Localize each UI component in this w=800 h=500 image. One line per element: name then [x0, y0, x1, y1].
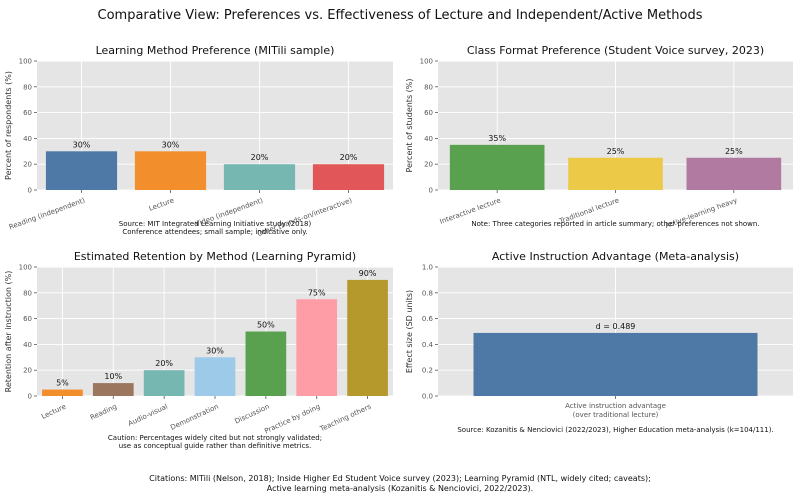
chart-pref-y-tick-label: 60 — [23, 109, 32, 117]
chart-retention-value-label: 20% — [155, 359, 173, 368]
chart-pref-bar — [134, 151, 207, 190]
chart-retention-bar — [92, 383, 134, 396]
chart-meta-y-tick-label: 0.4 — [422, 341, 434, 349]
chart-meta-y-tick-label: 0.0 — [422, 393, 433, 401]
citations-line-2: Active learning meta-analysis (Kozanitis… — [266, 484, 534, 493]
chart-format-y-tick-label: 60 — [424, 109, 433, 117]
chart-meta-y-axis-label: Effect size (SD units) — [405, 290, 414, 373]
citations-line-1: Citations: MITili (Nelson, 2018); Inside… — [149, 474, 651, 483]
chart-pref-note: Conference attendees; small sample; indi… — [122, 228, 307, 236]
chart-pref-value-label: 20% — [251, 153, 269, 162]
chart-pref-value-label: 30% — [162, 140, 180, 149]
chart-retention-bar — [296, 299, 338, 396]
chart-retention-value-label: 50% — [257, 321, 275, 330]
chart-retention-bar — [42, 389, 83, 396]
chart-retention-bar — [194, 357, 236, 396]
chart-retention-title: Estimated Retention by Method (Learning … — [74, 250, 356, 263]
chart-meta-y-tick-label: 1.0 — [422, 264, 433, 272]
chart-pref-y-tick-label: 40 — [23, 135, 32, 143]
chart-pref-bar — [45, 151, 118, 190]
chart-format-y-tick-label: 20 — [424, 161, 433, 169]
chart-pref-y-tick-label: 100 — [19, 58, 32, 66]
chart-pref-y-tick-label: 20 — [23, 161, 32, 169]
chart-format-y-tick-label: 0 — [429, 187, 433, 195]
chart-retention-y-tick-label: 20 — [23, 367, 32, 375]
chart-meta-value-label: d = 0.489 — [596, 322, 636, 331]
chart-pref-x-tick-label: Lecture — [148, 196, 175, 212]
chart-format-y-tick-label: 100 — [420, 58, 433, 66]
chart-pref-y-tick-label: 0 — [28, 187, 32, 195]
figure-title: Comparative View: Preferences vs. Effect… — [97, 8, 703, 23]
chart-retention-value-label: 30% — [206, 346, 224, 355]
chart-meta-bar — [473, 332, 758, 396]
chart-retention-value-label: 5% — [56, 379, 69, 388]
chart-format-y-tick-label: 40 — [424, 135, 433, 143]
chart-retention-value-label: 10% — [104, 372, 122, 381]
chart-retention-y-tick-label: 60 — [23, 315, 32, 323]
chart-pref-bar — [223, 164, 296, 190]
chart-pref-y-tick-label: 80 — [23, 83, 32, 91]
chart-retention-note: use as conceptual guide rather than defi… — [119, 442, 312, 450]
chart-format-title: Class Format Preference (Student Voice s… — [467, 44, 764, 57]
chart-retention-bar — [143, 370, 185, 396]
chart-pref-value-label: 30% — [73, 140, 91, 149]
chart-format-note: Note: Three categories reported in artic… — [471, 220, 759, 228]
chart-format-value-label: 25% — [607, 147, 625, 156]
chart-pref-note: Source: MIT Integrated Learning Initiati… — [119, 220, 312, 228]
chart-format-value-label: 25% — [725, 147, 743, 156]
chart-retention-y-tick-label: 40 — [23, 341, 32, 349]
chart-retention-x-tick-label: Practice by doing — [263, 403, 321, 436]
chart-meta-title: Active Instruction Advantage (Meta-analy… — [492, 250, 739, 263]
chart-retention-y-tick-label: 100 — [19, 264, 32, 272]
chart-pref-value-label: 20% — [340, 153, 358, 162]
chart-retention-x-tick-label: Audio-visual — [127, 403, 169, 428]
chart-retention-y-tick-label: 0 — [28, 393, 32, 401]
chart-meta-y-tick-label: 0.6 — [422, 315, 434, 323]
chart-format-bar — [568, 157, 663, 190]
chart-retention-bar — [347, 279, 388, 396]
chart-retention-note: Caution: Percentages widely cited but no… — [108, 434, 322, 442]
chart-format-bar — [449, 144, 545, 190]
chart-meta-note: Source: Kozanitis & Nenciovici (2022/202… — [457, 426, 773, 434]
chart-meta-y-tick-label: 0.2 — [422, 367, 433, 375]
chart-format-value-label: 35% — [488, 134, 506, 143]
chart-retention-x-tick-label: Discussion — [234, 403, 271, 426]
chart-retention-value-label: 90% — [359, 269, 377, 278]
chart-pref-x-tick-label: Reading (independent) — [8, 196, 86, 231]
chart-format-bar — [686, 157, 782, 190]
citations: Citations: MITili (Nelson, 2018); Inside… — [0, 474, 800, 494]
chart-retention-y-tick-label: 80 — [23, 289, 32, 297]
chart-meta-x-tick-label: Active instruction advantage — [565, 402, 666, 410]
chart-pref-title: Learning Method Preference (MITili sampl… — [96, 44, 335, 57]
chart-meta-x-tick-label: (over traditional lecture) — [573, 411, 659, 419]
chart-pref-y-axis-label: Percent of respondents (%) — [4, 71, 13, 180]
chart-pref-bar — [312, 164, 385, 190]
chart-retention-x-tick-label: Demonstration — [169, 403, 220, 432]
chart-meta-y-tick-label: 0.8 — [422, 289, 433, 297]
chart-retention-value-label: 75% — [308, 288, 326, 297]
chart-retention-bar — [245, 331, 287, 396]
chart-retention-x-tick-label: Reading — [89, 403, 118, 422]
chart-retention-x-tick-label: Teaching others — [318, 402, 373, 433]
chart-retention-y-axis-label: Retention after instruction (%) — [4, 271, 13, 393]
chart-format-y-tick-label: 80 — [424, 83, 433, 91]
chart-format-y-axis-label: Percent of students (%) — [405, 78, 414, 172]
chart-retention-x-tick-label: Lecture — [40, 403, 67, 421]
